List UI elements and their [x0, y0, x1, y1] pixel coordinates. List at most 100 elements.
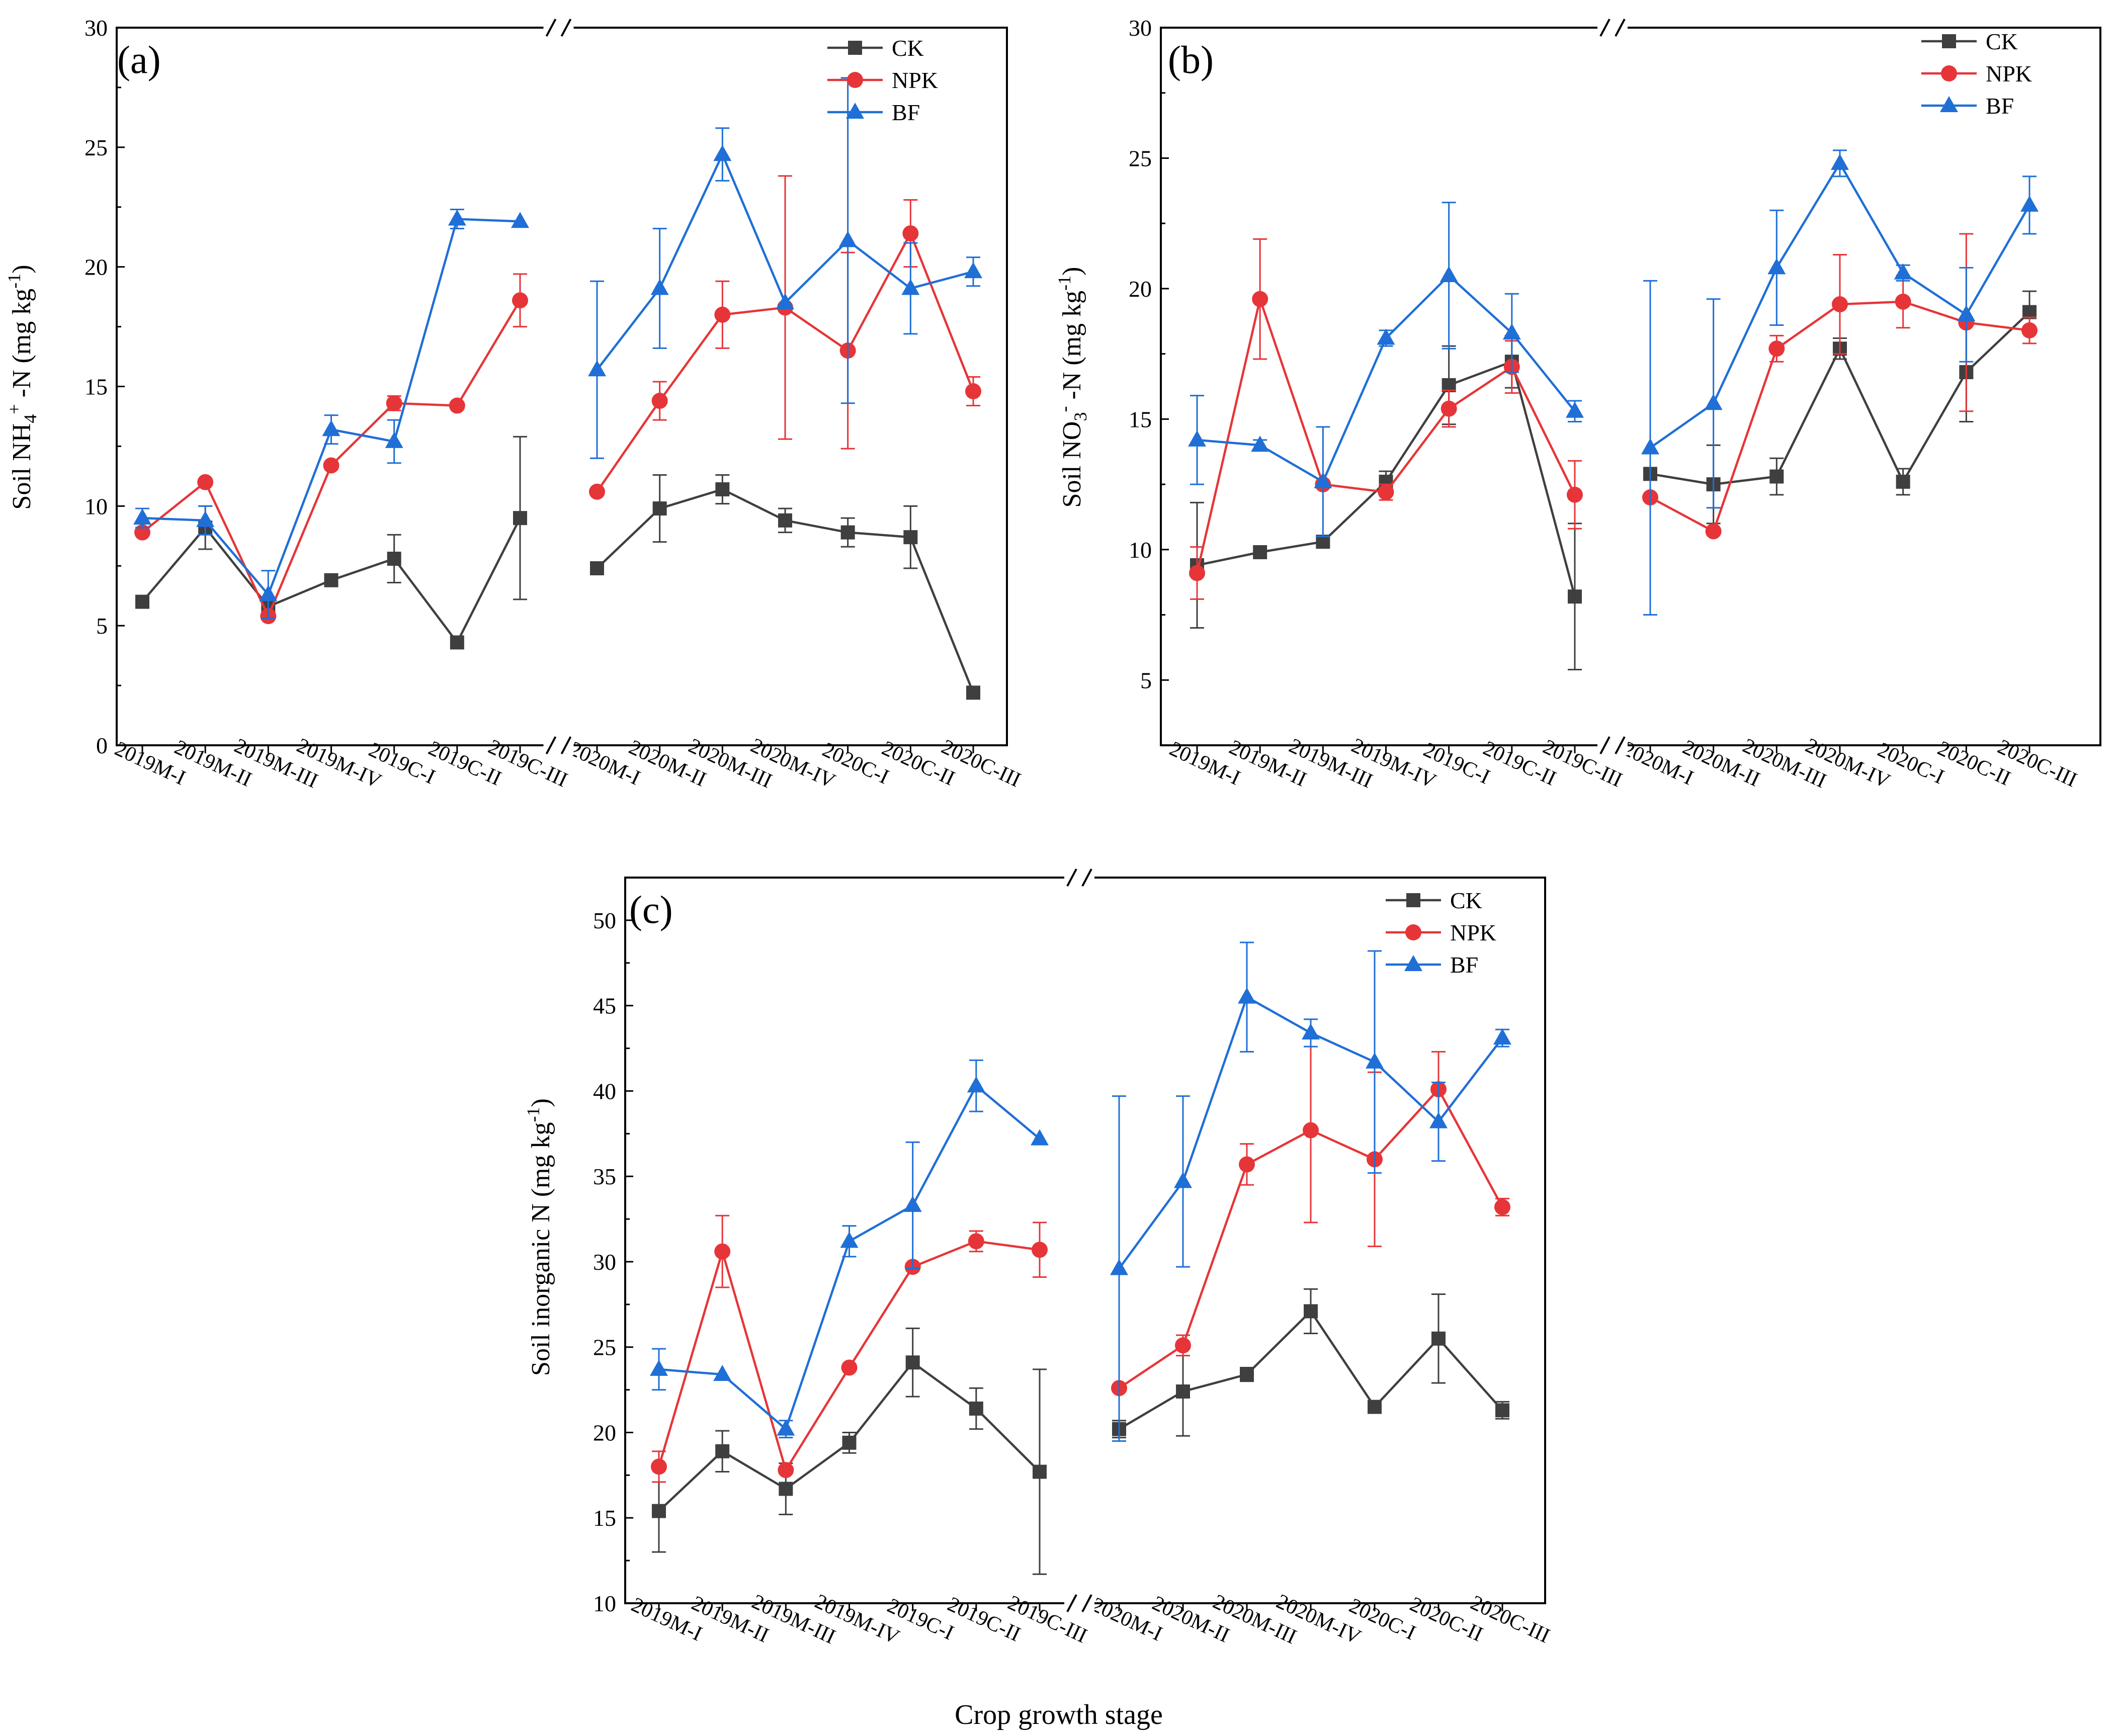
- y-axis-title-part: -: [1054, 406, 1074, 412]
- ck-point: [840, 525, 855, 540]
- panel-label: (b): [1168, 38, 1214, 81]
- npk-point: [651, 1458, 667, 1475]
- npk-point: [1895, 293, 1911, 310]
- ck-point: [513, 511, 527, 526]
- bf-point: [511, 212, 529, 228]
- legend-label-ck: CK: [892, 35, 924, 61]
- bf-point: [1831, 153, 1849, 170]
- bf-point: [1031, 1129, 1049, 1146]
- npk-point: [134, 524, 150, 541]
- ck-point: [1253, 545, 1267, 560]
- ck-point: [778, 513, 792, 528]
- y-axis-title-part: -1: [4, 274, 24, 289]
- npk-point: [323, 457, 340, 474]
- npk-point: [1832, 296, 1848, 313]
- y-tick-label: 10: [84, 493, 108, 519]
- ck-point: [1240, 1367, 1254, 1382]
- ck-point: [135, 594, 149, 609]
- ck-point: [652, 1504, 666, 1518]
- npk-point: [1303, 1122, 1319, 1139]
- ck-point: [1368, 1400, 1382, 1414]
- y-tick-label: 30: [84, 15, 108, 41]
- y-tick-label: 45: [593, 993, 616, 1019]
- legend: CK NPK BF: [1386, 888, 1496, 978]
- legend-marker-ck: [848, 41, 862, 55]
- ck-point: [1431, 1331, 1446, 1346]
- legend-label-bf: BF: [1986, 93, 2014, 119]
- npk-point: [1567, 486, 1583, 503]
- bf-point: [1302, 1023, 1320, 1039]
- npk-point: [841, 1359, 858, 1376]
- legend-marker-bf: [1404, 955, 1422, 971]
- y-tick-label: 0: [96, 733, 108, 758]
- npk-point: [1494, 1199, 1510, 1216]
- bf-point: [1894, 263, 1912, 280]
- legend-marker-npk: [1941, 65, 1957, 81]
- y-tick-label: 5: [1140, 667, 1152, 693]
- y-axis-title-part: Soil inorganic N (mg kg: [527, 1122, 555, 1376]
- bf-point: [1251, 436, 1269, 452]
- y-tick-label: 20: [1129, 276, 1152, 302]
- npk-point: [1252, 291, 1268, 307]
- bf-point: [385, 431, 403, 448]
- bf-point: [133, 508, 151, 525]
- plot-frame: [116, 27, 1008, 746]
- ck-point: [1304, 1304, 1318, 1319]
- bf-point: [1767, 258, 1786, 275]
- bf-point: [1439, 266, 1458, 282]
- y-axis-title: Soil NO3- -N (mg kg-1): [1054, 267, 1090, 508]
- legend-label-ck: CK: [1986, 29, 2018, 54]
- panel-label: (a): [117, 38, 161, 81]
- y-tick-label: 50: [593, 908, 616, 933]
- panel-c: 1015202530354045502019M-I2019M-II2019M-I…: [523, 867, 1553, 1649]
- bf-point: [1641, 438, 1659, 455]
- bf-point: [967, 1076, 985, 1093]
- series-bf: [1188, 149, 2039, 616]
- legend-marker-ck: [1942, 34, 1956, 48]
- legend-marker-npk: [1405, 924, 1421, 940]
- plot-frame: [1160, 27, 2101, 746]
- npk-point: [714, 306, 731, 323]
- ck-point: [1896, 474, 1910, 489]
- legend-marker-ck: [1406, 893, 1420, 907]
- ck-point: [903, 530, 918, 545]
- ck-point: [715, 1444, 730, 1458]
- ck-point: [450, 635, 464, 650]
- bf-point: [588, 360, 606, 377]
- npk-point: [902, 225, 919, 242]
- npk-point: [386, 395, 402, 411]
- npk-point: [651, 393, 668, 409]
- y-tick-label: 30: [593, 1249, 616, 1275]
- legend-label-bf: BF: [892, 100, 920, 125]
- y-axis-title-part: -1: [1054, 276, 1074, 291]
- axis-break-bottom: [1064, 1593, 1094, 1613]
- legend-label-npk: NPK: [1450, 920, 1496, 945]
- y-tick-label: 10: [593, 1591, 616, 1616]
- ck-point: [905, 1355, 920, 1370]
- bf-point: [1377, 328, 1395, 345]
- ck-point: [1568, 589, 1582, 604]
- legend-label-npk: NPK: [892, 67, 938, 93]
- plot-frame: [624, 877, 1546, 1604]
- y-tick-label: 25: [1129, 145, 1152, 171]
- legend-label-ck: CK: [1450, 888, 1482, 913]
- npk-point: [968, 1233, 984, 1250]
- series-ck: [135, 436, 980, 700]
- series-bf: [133, 77, 982, 620]
- npk-point: [1768, 340, 1785, 357]
- y-axis-title-part: Soil NH: [8, 423, 36, 510]
- bf-point: [713, 145, 732, 161]
- bf-point: [1366, 1052, 1384, 1069]
- y-axis-title-part: +: [4, 404, 24, 414]
- y-tick-label: 30: [1129, 15, 1152, 41]
- ck-point: [324, 573, 338, 587]
- series-npk: [134, 175, 981, 625]
- ck-point: [715, 482, 730, 497]
- npk-point: [449, 397, 465, 414]
- axis-break-bottom: [543, 735, 574, 755]
- legend-marker-npk: [847, 72, 863, 88]
- panel-label: (c): [629, 888, 673, 931]
- y-tick-label: 10: [1129, 537, 1152, 563]
- y-tick-label: 25: [84, 135, 108, 160]
- axis-break-top: [543, 18, 574, 38]
